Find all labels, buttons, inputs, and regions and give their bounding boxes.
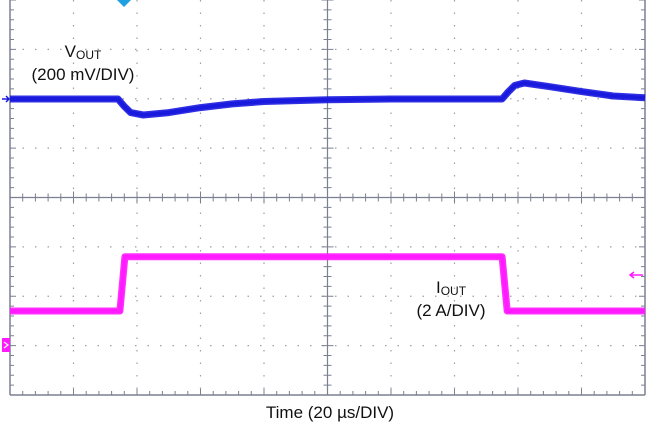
iout-scale: (2 A/DIV) <box>416 301 486 320</box>
vout-scale: (200 mV/DIV) <box>31 65 135 84</box>
ch2-ground-marker-icon <box>2 338 10 352</box>
x-axis-label: Time (20 µs/DIV) <box>265 403 395 422</box>
ch1-ground-arrow-icon <box>2 95 11 103</box>
iout-label: IOUT (2 A/DIV) <box>396 278 506 321</box>
vout-label: VOUT (200 mV/DIV) <box>18 42 148 85</box>
grid <box>9 0 646 396</box>
trigger-position-marker-icon <box>117 0 131 7</box>
trigger-level-arrow-icon <box>628 271 643 279</box>
trace-core-vout <box>10 81 646 117</box>
markers <box>2 0 643 352</box>
traces <box>10 79 646 315</box>
trace-core-iout <box>10 254 645 313</box>
ch2-ground-marker-arrow-icon <box>3 341 9 349</box>
